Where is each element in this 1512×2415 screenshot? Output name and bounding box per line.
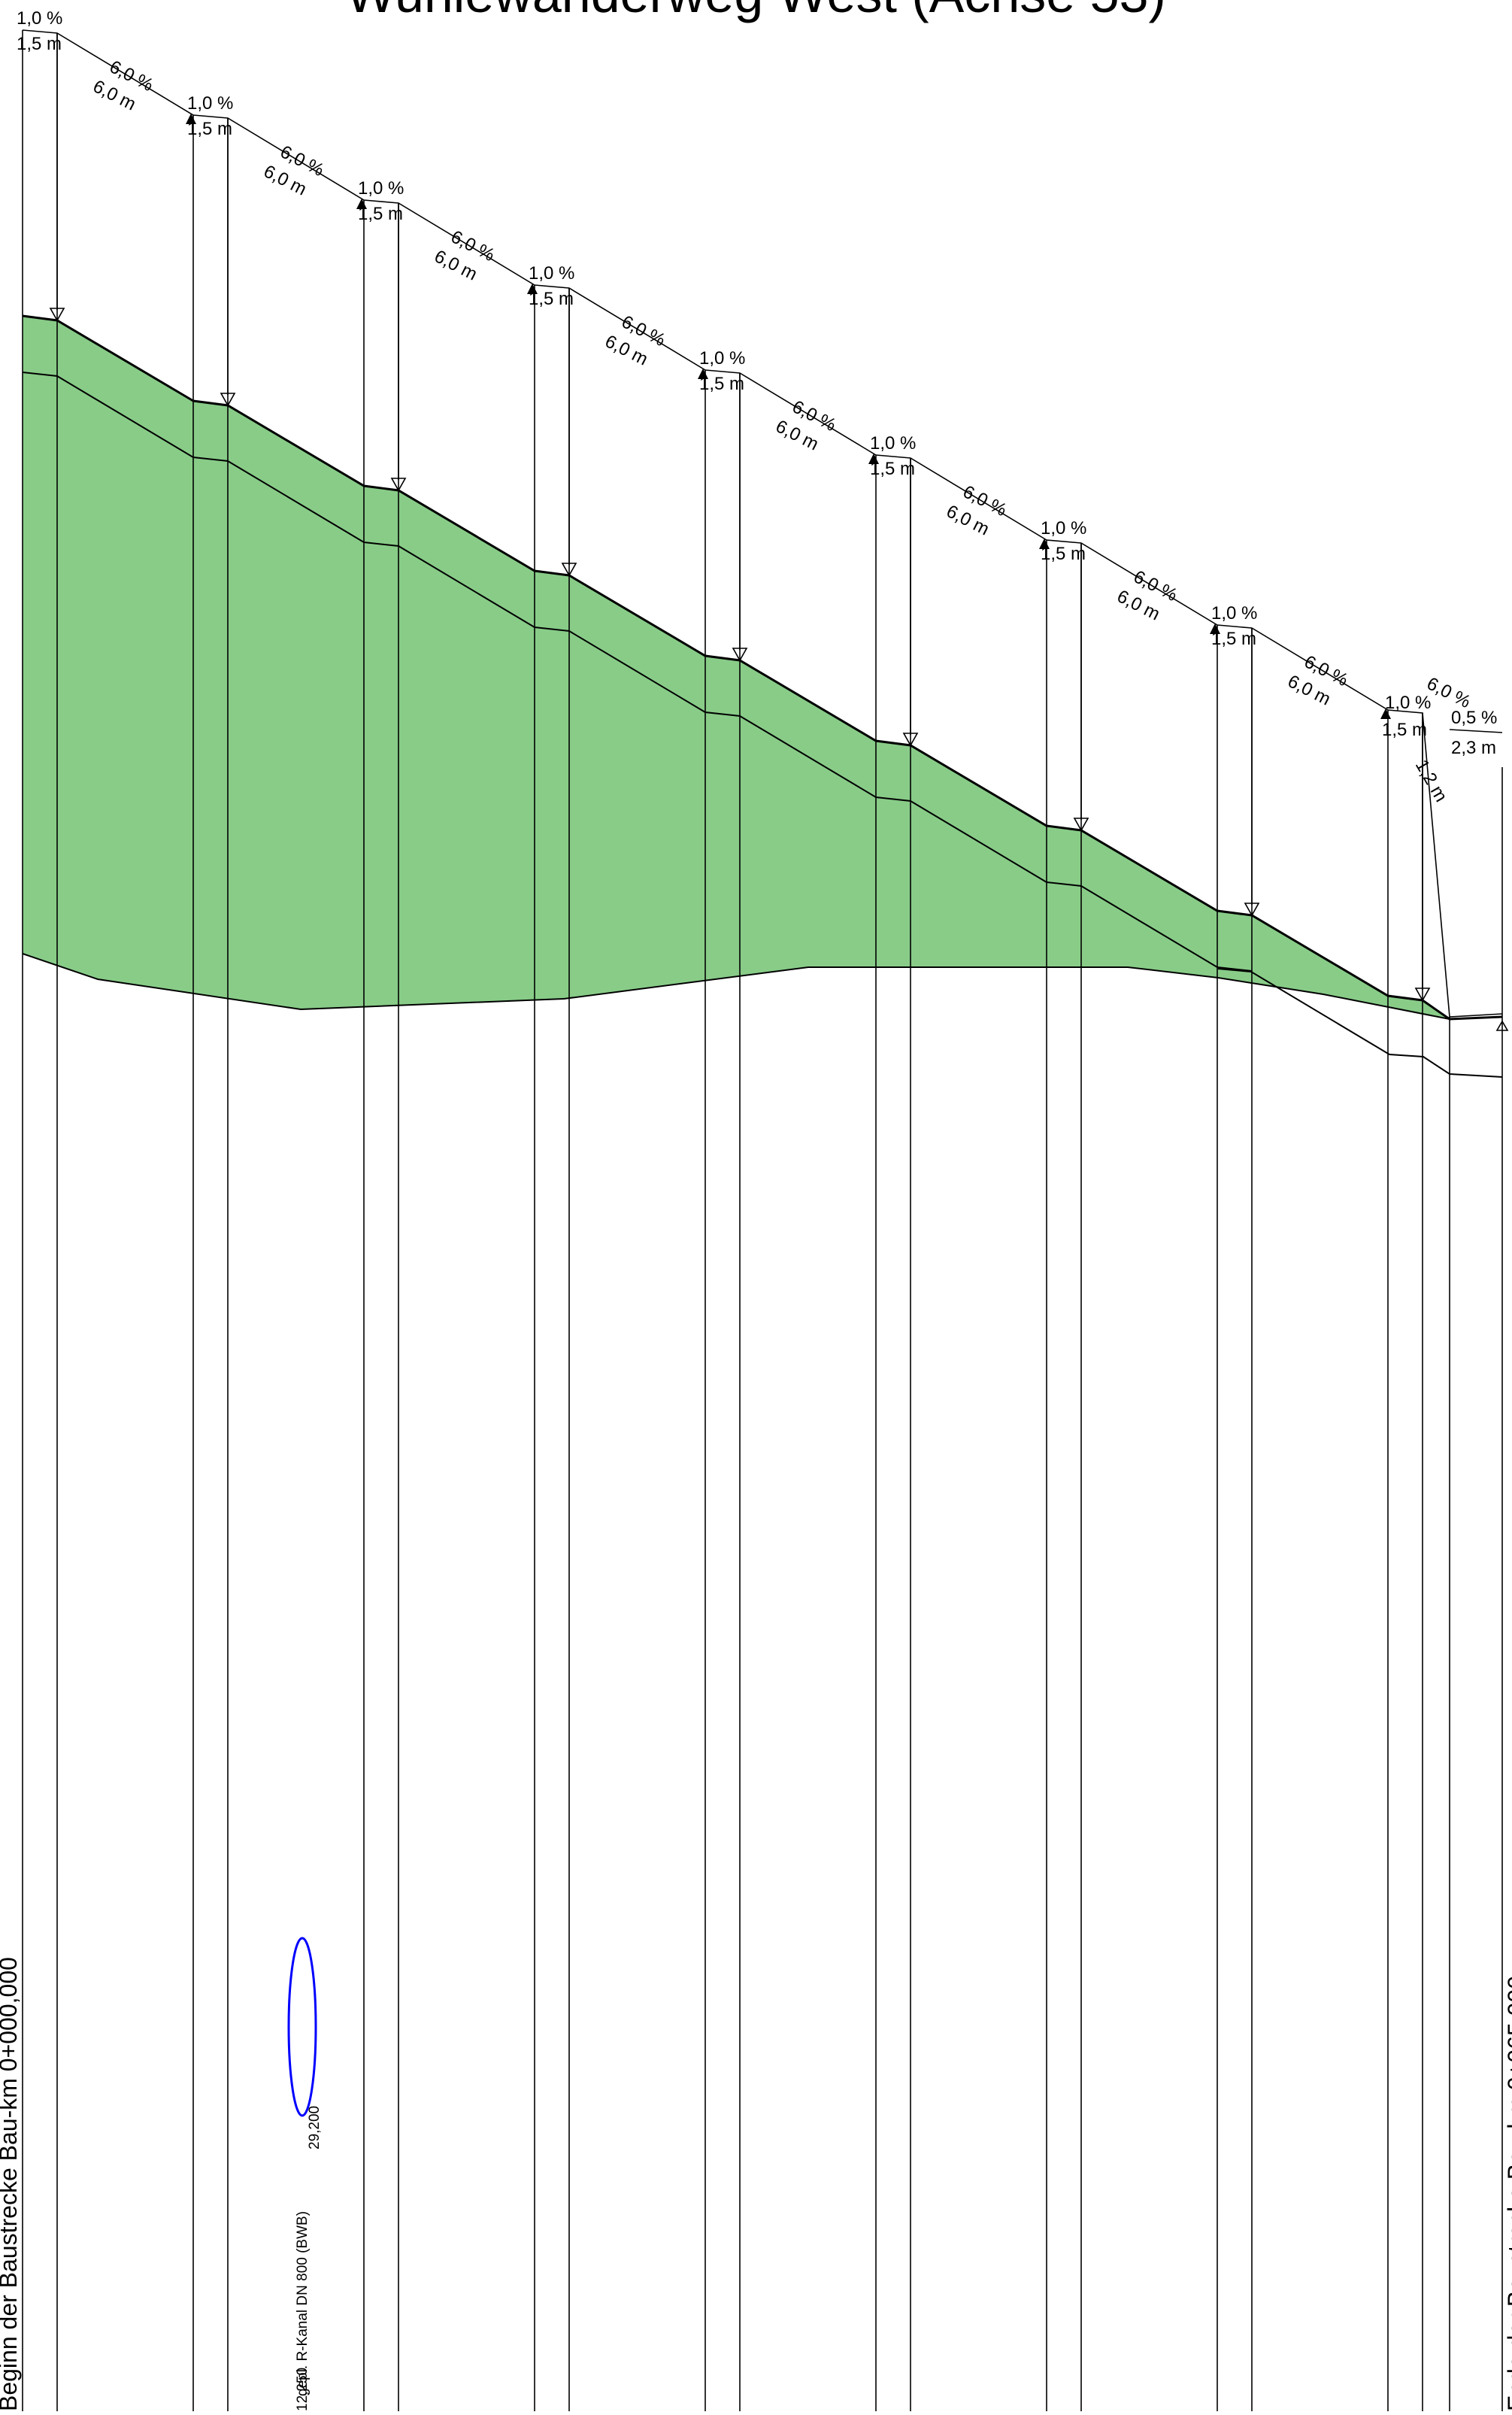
width-label: 1,5 m <box>699 374 744 394</box>
pipe-value-bottom: 12,250 <box>295 2368 311 2411</box>
arrow-head <box>1244 903 1260 917</box>
slope-label: 1,0 % <box>17 8 62 29</box>
width-label: 1,5 m <box>17 34 62 54</box>
width-label: 1,5 m <box>358 204 403 224</box>
design-line <box>22 29 1503 1018</box>
slope-label: 1,0 % <box>699 348 745 369</box>
slope-label: 0,5 % <box>1451 708 1497 728</box>
width-label: 1,5 m <box>187 119 232 139</box>
terrain-line <box>22 314 1503 1021</box>
end-marker <box>1495 1020 1509 1031</box>
drawing-title: Wuhlewanderweg West (Achse 53) <box>0 0 1512 24</box>
subgrade-line <box>22 372 1503 1078</box>
width-label: 2,3 m <box>1451 738 1496 758</box>
station-start-label: Beginn der Baustrecke Bau-km 0+000,000 <box>0 1957 22 2411</box>
base-line <box>22 953 1450 1020</box>
slope-label: 1,0 % <box>870 433 916 454</box>
width-label: 1,5 m <box>529 289 574 309</box>
design-line <box>1449 729 1503 733</box>
arrow-head <box>390 478 407 492</box>
arrow-head <box>49 308 65 322</box>
arrow-head <box>732 648 748 662</box>
slope-label: 1,0 % <box>358 178 404 199</box>
station-marker <box>1210 623 1220 634</box>
slope-label: 1,0 % <box>1385 693 1431 713</box>
station-marker <box>868 454 879 464</box>
slope-label: 1,0 % <box>187 93 233 114</box>
station-marker <box>1039 539 1050 549</box>
arrow-head <box>561 563 577 577</box>
arrow-head <box>1073 818 1089 832</box>
pipe-label: gepl. R-Kanal DN 800 (BWB) <box>295 2211 311 2396</box>
station-end-label: Ende der Baustrecke Bau-km 0+065,000 <box>1503 1976 1512 2411</box>
pipe-ellipse <box>287 1937 317 2117</box>
width-label: 1,5 m <box>1382 720 1427 740</box>
slope-label: 1,0 % <box>1041 518 1086 539</box>
earthwork-area <box>23 316 1502 1019</box>
arrow-head <box>220 393 236 407</box>
width-label: 1,5 m <box>870 459 915 479</box>
arrow-head <box>902 733 919 747</box>
width-label: 1,2 m <box>1411 757 1451 806</box>
station-marker <box>1380 708 1391 719</box>
width-label: 1,5 m <box>1041 544 1086 564</box>
width-label: 1,5 m <box>1211 629 1256 649</box>
slope-label: 1,0 % <box>529 263 574 284</box>
pipe-value-top: 29,200 <box>307 2106 323 2150</box>
station-marker <box>186 114 196 124</box>
station-marker <box>356 199 367 209</box>
arrow-head <box>1414 988 1431 1002</box>
station-marker <box>527 284 538 294</box>
station-marker <box>698 369 708 379</box>
slope-label: 1,0 % <box>1211 603 1257 623</box>
